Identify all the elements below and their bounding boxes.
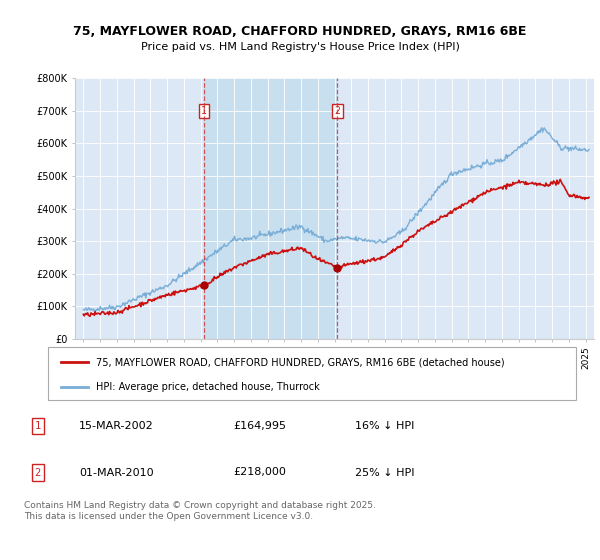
Bar bbox=[204, 78, 337, 339]
Text: £218,000: £218,000 bbox=[234, 468, 287, 478]
FancyBboxPatch shape bbox=[48, 347, 576, 400]
Text: 2: 2 bbox=[334, 106, 340, 116]
Text: Price paid vs. HM Land Registry's House Price Index (HPI): Price paid vs. HM Land Registry's House … bbox=[140, 42, 460, 52]
Text: 1: 1 bbox=[35, 421, 41, 431]
Text: Contains HM Land Registry data © Crown copyright and database right 2025.
This d: Contains HM Land Registry data © Crown c… bbox=[24, 501, 376, 521]
Text: £164,995: £164,995 bbox=[234, 421, 287, 431]
Text: 75, MAYFLOWER ROAD, CHAFFORD HUNDRED, GRAYS, RM16 6BE (detached house): 75, MAYFLOWER ROAD, CHAFFORD HUNDRED, GR… bbox=[95, 357, 504, 367]
Text: 75, MAYFLOWER ROAD, CHAFFORD HUNDRED, GRAYS, RM16 6BE: 75, MAYFLOWER ROAD, CHAFFORD HUNDRED, GR… bbox=[73, 25, 527, 38]
Text: 01-MAR-2010: 01-MAR-2010 bbox=[79, 468, 154, 478]
Text: 2: 2 bbox=[35, 468, 41, 478]
Text: 15-MAR-2002: 15-MAR-2002 bbox=[79, 421, 154, 431]
Text: HPI: Average price, detached house, Thurrock: HPI: Average price, detached house, Thur… bbox=[95, 382, 319, 392]
Text: 25% ↓ HPI: 25% ↓ HPI bbox=[355, 468, 415, 478]
Text: 16% ↓ HPI: 16% ↓ HPI bbox=[355, 421, 415, 431]
Text: 1: 1 bbox=[201, 106, 207, 116]
